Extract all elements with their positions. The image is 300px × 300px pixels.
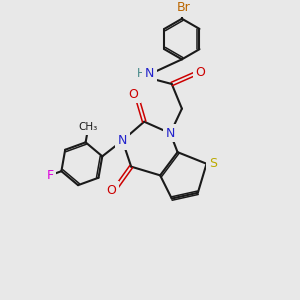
- Text: N: N: [166, 127, 175, 140]
- Text: S: S: [209, 157, 217, 170]
- Text: N: N: [145, 67, 154, 80]
- Text: CH₃: CH₃: [79, 122, 98, 133]
- Text: O: O: [128, 88, 138, 100]
- Text: O: O: [195, 66, 205, 79]
- Text: N: N: [118, 134, 127, 147]
- Text: Br: Br: [176, 1, 190, 14]
- Text: F: F: [46, 169, 53, 182]
- Text: H: H: [137, 67, 146, 80]
- Text: O: O: [106, 184, 116, 197]
